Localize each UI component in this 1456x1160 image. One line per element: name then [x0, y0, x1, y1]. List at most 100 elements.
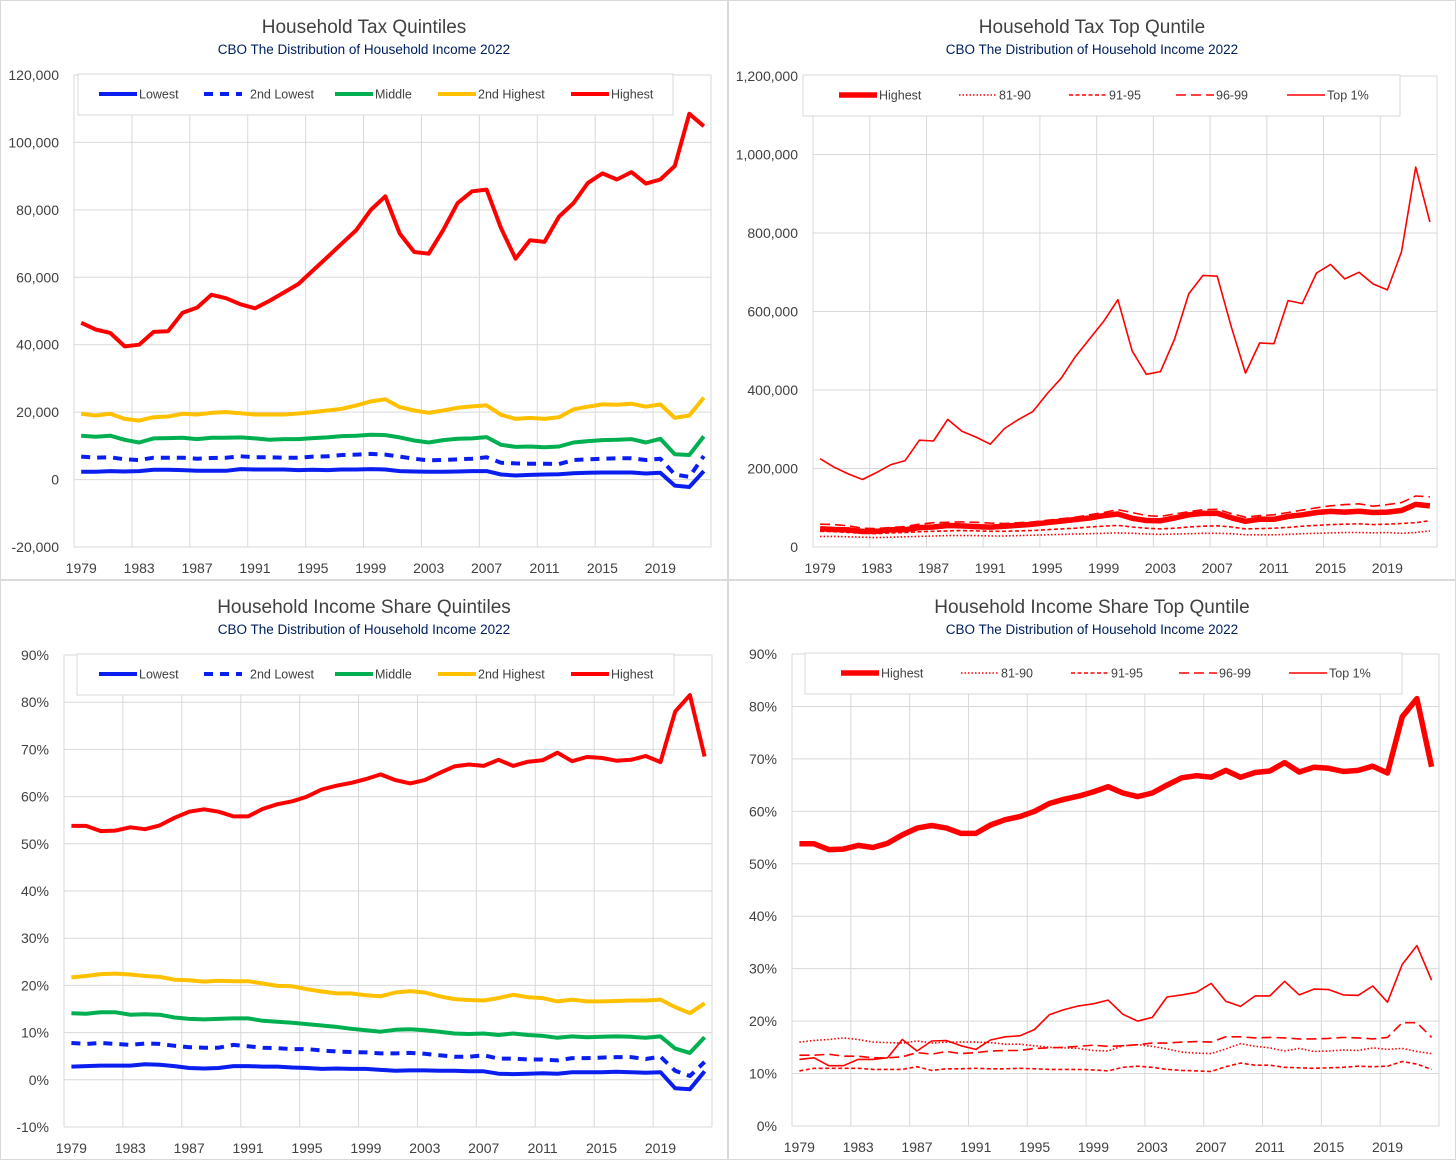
chart-subtitle: CBO The Distribution of Household Income… [218, 622, 510, 637]
legend-label: 81-90 [1001, 667, 1033, 681]
x-tick-label: 1995 [1019, 1139, 1050, 1155]
series-line-2nd-highest [71, 971, 706, 1016]
x-tick-label: 2003 [1137, 1139, 1168, 1155]
x-tick-label: 2007 [1196, 1139, 1227, 1155]
x-tick-label: 2003 [409, 1140, 440, 1156]
legend-label: Lowest [139, 668, 179, 682]
x-tick-label: 1995 [297, 560, 328, 576]
x-tick-label: 1991 [233, 1140, 264, 1156]
income-share-quintiles-chart: Household Income Share Quintiles CBO The … [16, 597, 713, 1156]
chart-panel-tax-quintiles: Household Tax Quintiles CBO The Distribut… [0, 0, 728, 580]
legend-label: Middle [375, 88, 412, 102]
x-tick-label: 2019 [1372, 1139, 1403, 1155]
series-line-91-95 [820, 519, 1431, 535]
y-tick-label: 40,000 [16, 337, 59, 353]
legend-label: Highest [879, 89, 922, 103]
series-line-91-95 [799, 1060, 1432, 1073]
series-line-81-90 [820, 530, 1430, 539]
y-tick-label: 0 [51, 472, 59, 488]
series-line-highest [819, 501, 1431, 535]
x-tick-label: 2015 [1313, 1139, 1344, 1155]
series-line-lowest [81, 467, 706, 489]
y-tick-label: 80% [21, 694, 49, 710]
series-line-96-99 [799, 1021, 1433, 1059]
legend-label: 2nd Highest [478, 88, 545, 102]
legend-label: 2nd Lowest [250, 668, 314, 682]
x-tick-label: 2007 [1202, 560, 1233, 576]
series-line-2nd-lowest [81, 451, 706, 479]
x-tick-label: 2015 [1315, 560, 1346, 576]
y-tick-label: 800,000 [747, 225, 798, 241]
x-tick-label: 1999 [1088, 560, 1119, 576]
series-line-middle [81, 432, 706, 457]
series-line-96-99 [820, 495, 1430, 530]
legend-label: Middle [375, 668, 412, 682]
series-line-highest [71, 693, 707, 834]
tax-quintiles-chart: Household Tax Quintiles CBO The Distribut… [8, 17, 712, 576]
x-tick-label: 2019 [645, 1140, 676, 1156]
x-tick-label: 1979 [784, 1139, 815, 1155]
y-tick-label: 80% [749, 698, 777, 714]
chart-subtitle: CBO The Distribution of Household Income… [946, 622, 1238, 637]
y-tick-label: 70% [749, 751, 777, 767]
legend-label: 91-95 [1111, 667, 1143, 681]
x-tick-label: 1991 [975, 560, 1006, 576]
x-tick-label: 2011 [1255, 1139, 1285, 1155]
x-tick-label: 1987 [181, 560, 212, 576]
legend-label: 91-95 [1109, 89, 1141, 103]
x-tick-label: 1987 [901, 1139, 932, 1155]
series-line-2nd-highest [80, 396, 706, 423]
legend-label: 96-99 [1219, 667, 1251, 681]
x-tick-label: 2011 [529, 560, 559, 576]
series-line-top-1- [819, 166, 1431, 481]
y-tick-label: 0 [790, 539, 798, 555]
y-tick-label: 400,000 [747, 382, 798, 398]
y-tick-label: 10% [21, 1025, 49, 1041]
x-tick-label: 2011 [1259, 560, 1289, 576]
y-tick-label: 20,000 [16, 404, 59, 420]
legend-label: Top 1% [1327, 89, 1369, 103]
chart-panel-income-share-quintiles: Household Income Share Quintiles CBO The … [0, 580, 728, 1160]
x-tick-label: 1979 [805, 560, 836, 576]
x-tick-label: 2007 [471, 560, 502, 576]
y-tick-label: 50% [21, 836, 49, 852]
x-tick-label: 1991 [239, 560, 270, 576]
y-tick-label: 30% [21, 930, 49, 946]
x-tick-label: 2015 [587, 560, 618, 576]
x-tick-label: 2011 [528, 1140, 558, 1156]
legend-label: Highest [611, 668, 654, 682]
x-tick-label: 1983 [115, 1140, 146, 1156]
y-tick-label: 1,200,000 [736, 68, 798, 84]
y-tick-label: 10% [749, 1066, 777, 1082]
y-tick-label: -10% [16, 1119, 49, 1135]
y-tick-label: -20,000 [12, 539, 60, 555]
y-tick-label: 90% [21, 647, 49, 663]
series-line-81-90 [799, 1037, 1432, 1055]
x-tick-label: 1983 [843, 1139, 874, 1155]
x-tick-label: 2003 [1145, 560, 1176, 576]
chart-title: Household Tax Top Quntile [979, 17, 1205, 38]
y-tick-label: 30% [749, 961, 777, 977]
x-tick-label: 2019 [645, 560, 676, 576]
x-tick-label: 1999 [355, 560, 386, 576]
x-tick-label: 1983 [861, 560, 892, 576]
legend-label: 2nd Lowest [250, 88, 314, 102]
y-tick-label: 40% [21, 883, 49, 899]
x-tick-label: 1999 [350, 1140, 381, 1156]
series-line-highest [799, 695, 1435, 853]
legend-label: 96-99 [1216, 89, 1248, 103]
x-tick-label: 1979 [66, 560, 97, 576]
x-tick-label: 2015 [586, 1140, 617, 1156]
legend-label: Top 1% [1329, 667, 1371, 681]
x-tick-label: 2007 [468, 1140, 499, 1156]
y-tick-label: 600,000 [747, 304, 798, 320]
chart-panel-tax-top-quintile: Household Tax Top Quntile CBO The Distrib… [728, 0, 1456, 580]
series-line-middle [71, 1010, 707, 1055]
y-tick-label: 1,000,000 [736, 147, 798, 163]
series-line-lowest [71, 1062, 707, 1092]
tax-top-quintile-chart: Household Tax Top Quntile CBO The Distrib… [736, 17, 1438, 576]
income-share-top-quintile-chart: Household Income Share Top Quntile CBO Th… [749, 597, 1440, 1155]
x-tick-label: 1995 [291, 1140, 322, 1156]
x-tick-label: 2019 [1372, 560, 1403, 576]
y-tick-label: 60% [749, 803, 777, 819]
